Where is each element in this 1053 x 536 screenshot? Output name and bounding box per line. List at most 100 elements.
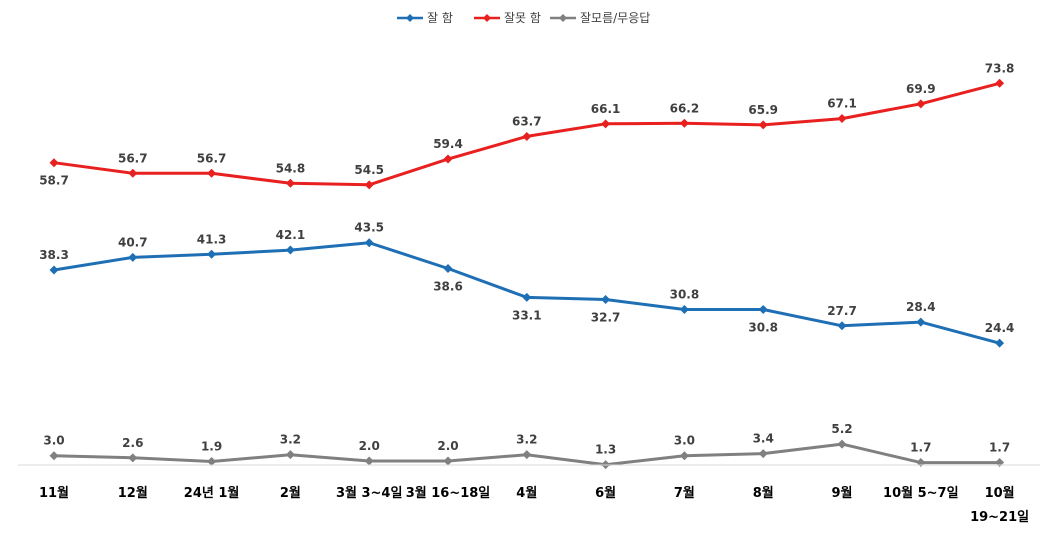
data-label: 3.0	[43, 434, 64, 448]
data-point	[601, 294, 611, 304]
data-label: 56.7	[118, 151, 148, 165]
legend-marker	[559, 14, 567, 22]
data-label: 30.8	[748, 320, 778, 334]
x-tick-label: 3월 16~18일	[406, 485, 491, 501]
x-axis-labels: 11월 12월 24년 1월 2월 3월 3~4일 3월 16~18일 4월 6월 7월 8월 9월…	[39, 485, 1029, 525]
data-label: 56.7	[197, 151, 227, 165]
data-point	[522, 131, 532, 141]
data-label: 40.7	[118, 235, 148, 249]
data-label: 59.4	[433, 137, 463, 151]
legend-entry: 잘 함	[427, 11, 453, 25]
data-label: 58.7	[39, 174, 69, 188]
data-label: 1.7	[989, 441, 1010, 455]
data-point	[285, 178, 295, 188]
x-tick-label: 12월	[118, 485, 148, 501]
data-point	[837, 321, 847, 331]
data-label: 67.1	[827, 97, 857, 111]
data-point	[285, 450, 295, 460]
data-label: 1.3	[595, 443, 616, 457]
data-label: 42.1	[276, 228, 306, 242]
data-point	[837, 439, 847, 449]
x-tick-label: 4월	[516, 485, 537, 501]
data-label: 41.3	[197, 232, 227, 246]
data-point	[207, 168, 217, 178]
data-point	[49, 265, 59, 275]
data-point	[601, 119, 611, 129]
data-point	[995, 78, 1005, 88]
data-point	[837, 114, 847, 124]
value-labels: 38.3 40.7 41.3 42.1 43.5 38.6 33.1 32.7 30.8 30.8…	[39, 61, 1014, 456]
x-tick-label: 10월	[985, 485, 1015, 501]
data-label: 24.4	[985, 321, 1015, 335]
data-point	[128, 453, 138, 463]
data-point	[522, 292, 532, 302]
x-tick-label: 8월	[753, 485, 774, 501]
series-layer	[49, 78, 1005, 470]
data-label: 28.4	[906, 300, 936, 314]
legend-marker	[406, 14, 414, 22]
data-label: 3.2	[516, 433, 537, 447]
data-label: 30.8	[670, 287, 700, 301]
data-point	[679, 304, 689, 314]
data-point	[679, 451, 689, 461]
data-point	[758, 449, 768, 459]
data-label: 3.2	[280, 433, 301, 447]
x-tick-label: 3월 3~4일	[336, 485, 402, 501]
data-label: 38.3	[39, 248, 69, 262]
data-point	[285, 245, 295, 255]
x-tick-label: 11월	[39, 485, 69, 501]
data-point	[443, 154, 453, 164]
data-point	[49, 158, 59, 168]
data-point	[916, 99, 926, 109]
data-point	[207, 457, 217, 467]
data-point	[758, 304, 768, 314]
data-label: 2.6	[122, 436, 143, 450]
data-point	[364, 456, 374, 466]
data-label: 27.7	[827, 304, 857, 318]
x-tick-label: 9월	[831, 485, 852, 501]
x-tick-label: 6월	[595, 485, 616, 501]
data-label: 32.7	[591, 310, 621, 324]
data-label: 66.2	[670, 101, 700, 115]
data-point	[443, 456, 453, 466]
data-label: 2.0	[359, 439, 380, 453]
data-label: 2.0	[437, 439, 458, 453]
data-point	[916, 317, 926, 327]
x-tick-label: 2월	[280, 485, 301, 501]
data-point	[128, 252, 138, 262]
data-label: 3.0	[674, 434, 695, 448]
data-point	[364, 238, 374, 248]
data-point	[522, 450, 532, 460]
data-label: 1.7	[910, 441, 931, 455]
data-point	[49, 451, 59, 461]
legend: 잘 함 잘못 함 잘모름/무응답	[397, 11, 650, 25]
data-point	[995, 338, 1005, 348]
x-tick-sublabel: 19~21일	[970, 510, 1029, 525]
x-tick-label: 10월 5~7일	[883, 485, 959, 501]
legend-marker	[483, 14, 491, 22]
data-label: 73.8	[985, 61, 1015, 75]
data-point	[364, 180, 374, 190]
x-tick-label: 24년 1월	[184, 485, 240, 501]
legend-entry: 잘모름/무응답	[580, 11, 650, 25]
data-point	[128, 168, 138, 178]
data-label: 65.9	[748, 103, 778, 117]
data-label: 43.5	[354, 221, 384, 235]
data-label: 63.7	[512, 114, 542, 128]
data-label: 33.1	[512, 308, 542, 322]
x-tick-label: 7월	[674, 485, 695, 501]
data-point	[916, 458, 926, 468]
data-label: 3.4	[753, 432, 774, 446]
data-label: 54.8	[276, 161, 306, 175]
data-label: 69.9	[906, 82, 936, 96]
data-point	[758, 120, 768, 130]
legend-entry: 잘못 함	[504, 11, 541, 25]
data-label: 54.5	[354, 163, 384, 177]
data-label: 1.9	[201, 440, 222, 454]
data-label: 5.2	[831, 422, 852, 436]
data-label: 38.6	[433, 279, 463, 293]
data-label: 66.1	[591, 102, 621, 116]
data-point	[679, 118, 689, 128]
data-point	[443, 263, 453, 273]
